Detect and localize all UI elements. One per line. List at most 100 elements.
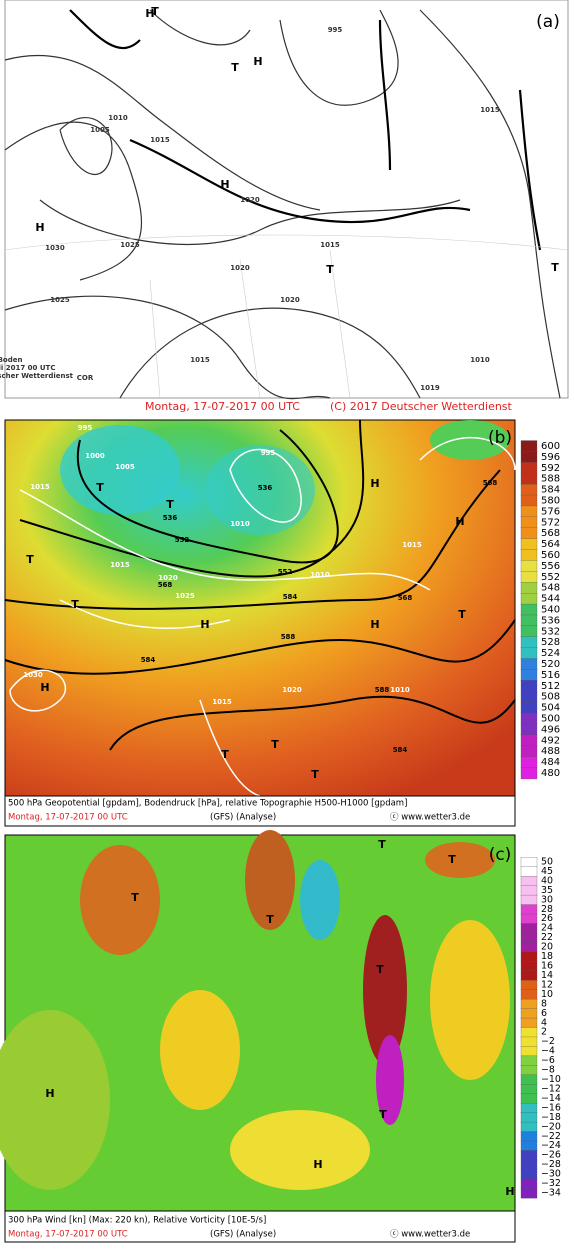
colorbar-label: 496 bbox=[541, 724, 560, 735]
colorbar-swatch bbox=[520, 614, 538, 627]
colorbar-label: −2 bbox=[541, 1036, 555, 1047]
map-label: T bbox=[266, 913, 274, 926]
caption: Montag, 17-07-2017 00 UTC bbox=[8, 1230, 128, 1240]
map-label: T bbox=[326, 263, 334, 276]
colorbar-swatch bbox=[520, 451, 538, 464]
map-label: 588 bbox=[281, 633, 296, 641]
map-label: 1015 bbox=[110, 561, 130, 569]
colorbar-label: −26 bbox=[541, 1150, 561, 1161]
colorbar-swatch bbox=[520, 745, 538, 758]
colorbar-label: 580 bbox=[541, 496, 560, 507]
colorbar-label: −16 bbox=[541, 1102, 561, 1113]
map-label: 552 bbox=[278, 568, 293, 576]
colorbar-swatch bbox=[520, 989, 538, 1000]
colorbar-label: 16 bbox=[541, 961, 553, 972]
map-label: 1010 bbox=[230, 520, 250, 528]
colorbar-label: −30 bbox=[541, 1169, 561, 1180]
map-label: 568 bbox=[483, 479, 498, 487]
colorbar-swatch bbox=[520, 998, 538, 1010]
colorbar-label: 4 bbox=[541, 1017, 547, 1028]
colorbar-label: 22 bbox=[541, 932, 553, 943]
colorbar-swatch bbox=[520, 857, 538, 868]
caption: (GFS) (Analyse) bbox=[210, 1230, 276, 1240]
colorbar-label: 40 bbox=[541, 875, 553, 886]
colorbar-label: 18 bbox=[541, 951, 553, 962]
map-label: 1005 bbox=[115, 463, 135, 471]
colorbar-label: 10 bbox=[541, 989, 553, 1000]
colorbar-label: 560 bbox=[541, 550, 560, 561]
map-label: H bbox=[370, 618, 379, 631]
map-label: 995 bbox=[328, 26, 343, 34]
colorbar-label: 600 bbox=[541, 441, 560, 452]
map-label: 1025 bbox=[175, 592, 195, 600]
colorbar-label: 516 bbox=[541, 670, 560, 681]
colorbar-label: 528 bbox=[541, 637, 560, 648]
map-label: 588 bbox=[375, 686, 390, 694]
colorbar-swatch bbox=[520, 538, 538, 551]
colorbar-swatch bbox=[520, 494, 538, 507]
map-label: 1020 bbox=[230, 264, 250, 272]
colorbar-label: −18 bbox=[541, 1112, 561, 1123]
geopotential-lines bbox=[4, 419, 516, 751]
map-label: H bbox=[45, 1087, 54, 1100]
panel-label: (b) bbox=[488, 428, 512, 448]
caption: (GFS) (Analyse) bbox=[210, 813, 276, 823]
graticule-a bbox=[4, 234, 569, 399]
map-label: 995 bbox=[261, 449, 276, 457]
isobars-a bbox=[4, 9, 561, 400]
map-label: T bbox=[379, 1108, 387, 1121]
fronts-a bbox=[69, 9, 542, 251]
colorbar-swatch bbox=[520, 1131, 538, 1142]
colorbar-label: −24 bbox=[541, 1140, 561, 1151]
colorbar-swatch bbox=[520, 658, 538, 671]
colorbar-swatch bbox=[520, 505, 538, 518]
colorbar-swatch bbox=[520, 1150, 538, 1161]
colorbar-swatch bbox=[520, 1017, 538, 1029]
low-b bbox=[430, 420, 510, 460]
caption: 500 hPa Geopotential [gpdam], Bodendruck… bbox=[8, 799, 407, 809]
map-label: T bbox=[131, 891, 139, 904]
colorbar-swatch bbox=[520, 603, 538, 616]
colorbar-swatch bbox=[520, 1103, 538, 1114]
panel-label: (c) bbox=[489, 845, 512, 865]
colorbar-label: 524 bbox=[541, 648, 560, 659]
colorbar-label: 576 bbox=[541, 506, 560, 517]
colorbar-swatch bbox=[520, 702, 538, 714]
colorbar-swatch bbox=[520, 712, 538, 725]
colorbar-swatch bbox=[520, 1027, 538, 1038]
colorbar-label: 588 bbox=[541, 474, 560, 485]
colorbar-label: −20 bbox=[541, 1121, 561, 1132]
colorbar-swatch bbox=[520, 462, 538, 474]
map-label: COR bbox=[77, 374, 94, 382]
colorbar-label: 8 bbox=[541, 998, 547, 1009]
colorbar-swatch bbox=[520, 1084, 538, 1095]
colorbar-label: −14 bbox=[541, 1093, 561, 1104]
colorbar-label: 556 bbox=[541, 561, 560, 572]
colorbar-label: 30 bbox=[541, 894, 553, 905]
caption: Montag, 17-07-2017 00 UTC bbox=[145, 400, 300, 413]
map-label: 536 bbox=[163, 514, 178, 522]
colorbar-swatch bbox=[520, 1008, 538, 1019]
colorbar-label: 564 bbox=[541, 539, 560, 550]
colorbar-label: 552 bbox=[541, 572, 560, 583]
map-label: 584 bbox=[393, 746, 408, 754]
map-label: 552 bbox=[175, 536, 190, 544]
caption-box-b bbox=[4, 795, 516, 827]
map-label: T bbox=[231, 61, 239, 74]
colorbar-swatch bbox=[520, 904, 538, 915]
map-label: T bbox=[448, 853, 456, 866]
map-label: T bbox=[271, 738, 279, 751]
colorbar-swatch bbox=[520, 669, 538, 682]
colorbar-swatch bbox=[520, 734, 538, 747]
colorbar-swatch bbox=[520, 1178, 538, 1189]
colorbar-label: 548 bbox=[541, 583, 560, 594]
colorbar-label: 584 bbox=[541, 485, 560, 496]
map-label: H bbox=[220, 178, 229, 191]
colorbar-label: −12 bbox=[541, 1083, 561, 1094]
colorbar-label: 504 bbox=[541, 703, 560, 714]
caption: ⓒ www.wetter3.de bbox=[390, 1230, 470, 1240]
colorbar-label: −28 bbox=[541, 1159, 561, 1170]
map-label: H bbox=[145, 7, 154, 20]
map-label: 1020 bbox=[240, 196, 260, 204]
colorbar-swatch bbox=[520, 691, 538, 703]
